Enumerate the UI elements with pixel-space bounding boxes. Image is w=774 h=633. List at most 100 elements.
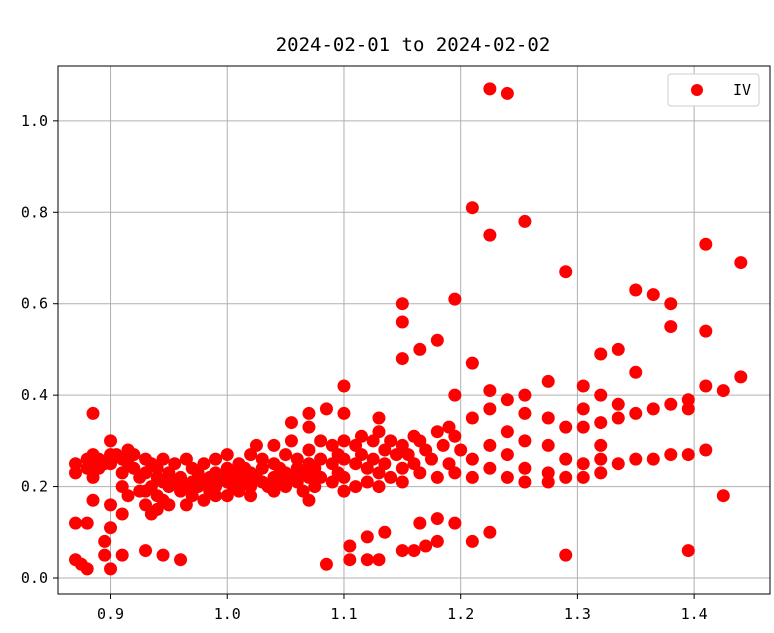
data-point — [337, 452, 351, 466]
data-point — [372, 411, 386, 425]
data-point — [518, 434, 532, 448]
data-point — [360, 553, 374, 567]
data-point — [559, 470, 573, 484]
data-point — [541, 411, 555, 425]
data-point — [500, 425, 514, 439]
data-point — [267, 438, 281, 452]
data-point — [646, 402, 660, 416]
data-point — [127, 448, 141, 462]
data-point — [302, 406, 316, 420]
x-tick-label: 1.4 — [681, 605, 708, 623]
data-point — [337, 484, 351, 498]
data-point — [448, 292, 462, 306]
data-point — [98, 534, 112, 548]
data-point — [594, 452, 608, 466]
x-tick-label: 1.2 — [447, 605, 474, 623]
data-point — [220, 448, 234, 462]
data-point — [465, 534, 479, 548]
data-point — [139, 544, 153, 558]
data-point — [430, 470, 444, 484]
data-point — [86, 493, 100, 507]
data-point — [80, 516, 94, 530]
data-point — [69, 516, 83, 530]
data-point — [209, 452, 223, 466]
data-point — [279, 448, 293, 462]
data-point — [284, 416, 298, 430]
data-point — [594, 466, 608, 480]
data-point — [541, 438, 555, 452]
data-point — [465, 411, 479, 425]
data-point — [465, 470, 479, 484]
data-point — [319, 402, 333, 416]
data-point — [197, 457, 211, 471]
data-point — [115, 507, 129, 521]
data-point — [430, 534, 444, 548]
x-tick-label: 1.0 — [214, 605, 241, 623]
data-point — [611, 342, 625, 356]
data-point — [302, 420, 316, 434]
data-point — [80, 562, 94, 576]
y-tick-label: 0.6 — [21, 295, 48, 313]
data-point — [518, 388, 532, 402]
data-point — [104, 498, 118, 512]
data-point — [500, 448, 514, 462]
data-point — [337, 434, 351, 448]
data-point — [104, 562, 118, 576]
data-point — [395, 544, 409, 558]
data-point — [314, 434, 328, 448]
data-point — [430, 425, 444, 439]
data-point — [629, 283, 643, 297]
data-point — [681, 402, 695, 416]
data-point — [699, 379, 713, 393]
data-point — [448, 516, 462, 530]
legend: IV — [667, 73, 760, 107]
data-point — [115, 548, 129, 562]
data-point — [378, 525, 392, 539]
data-point — [681, 448, 695, 462]
data-point — [629, 452, 643, 466]
plot-area-frame — [57, 65, 771, 595]
data-point — [500, 393, 514, 407]
data-point — [156, 548, 170, 562]
data-point — [436, 438, 450, 452]
y-axis: 0.0 0.2 0.4 0.6 0.8 1.0 — [21, 112, 58, 587]
data-point — [500, 86, 514, 100]
data-point — [611, 411, 625, 425]
data-point — [413, 466, 427, 480]
y-tick-label: 0.0 — [21, 569, 48, 587]
data-point — [372, 553, 386, 567]
data-point — [255, 461, 269, 475]
legend-label-iv: IV — [733, 81, 751, 99]
data-point — [448, 388, 462, 402]
data-point — [121, 489, 135, 503]
data-point — [541, 466, 555, 480]
data-point — [699, 443, 713, 457]
data-point — [168, 457, 182, 471]
data-point — [483, 438, 497, 452]
data-point — [337, 470, 351, 484]
data-point — [664, 448, 678, 462]
data-point — [69, 466, 83, 480]
data-point — [716, 384, 730, 398]
data-point — [629, 406, 643, 420]
data-point — [244, 489, 258, 503]
data-point — [559, 548, 573, 562]
data-point — [681, 393, 695, 407]
data-point — [86, 406, 100, 420]
data-point — [337, 406, 351, 420]
data-point — [413, 342, 427, 356]
data-point — [407, 544, 421, 558]
data-point — [360, 475, 374, 489]
data-point — [716, 489, 730, 503]
data-point — [541, 475, 555, 489]
x-tick-label: 0.9 — [97, 605, 124, 623]
data-point — [454, 443, 468, 457]
data-point — [395, 315, 409, 329]
data-point — [395, 352, 409, 366]
data-point — [681, 544, 695, 558]
data-point — [354, 448, 368, 462]
data-point — [314, 470, 328, 484]
data-point — [430, 512, 444, 526]
data-point — [483, 228, 497, 242]
data-point — [343, 539, 357, 553]
